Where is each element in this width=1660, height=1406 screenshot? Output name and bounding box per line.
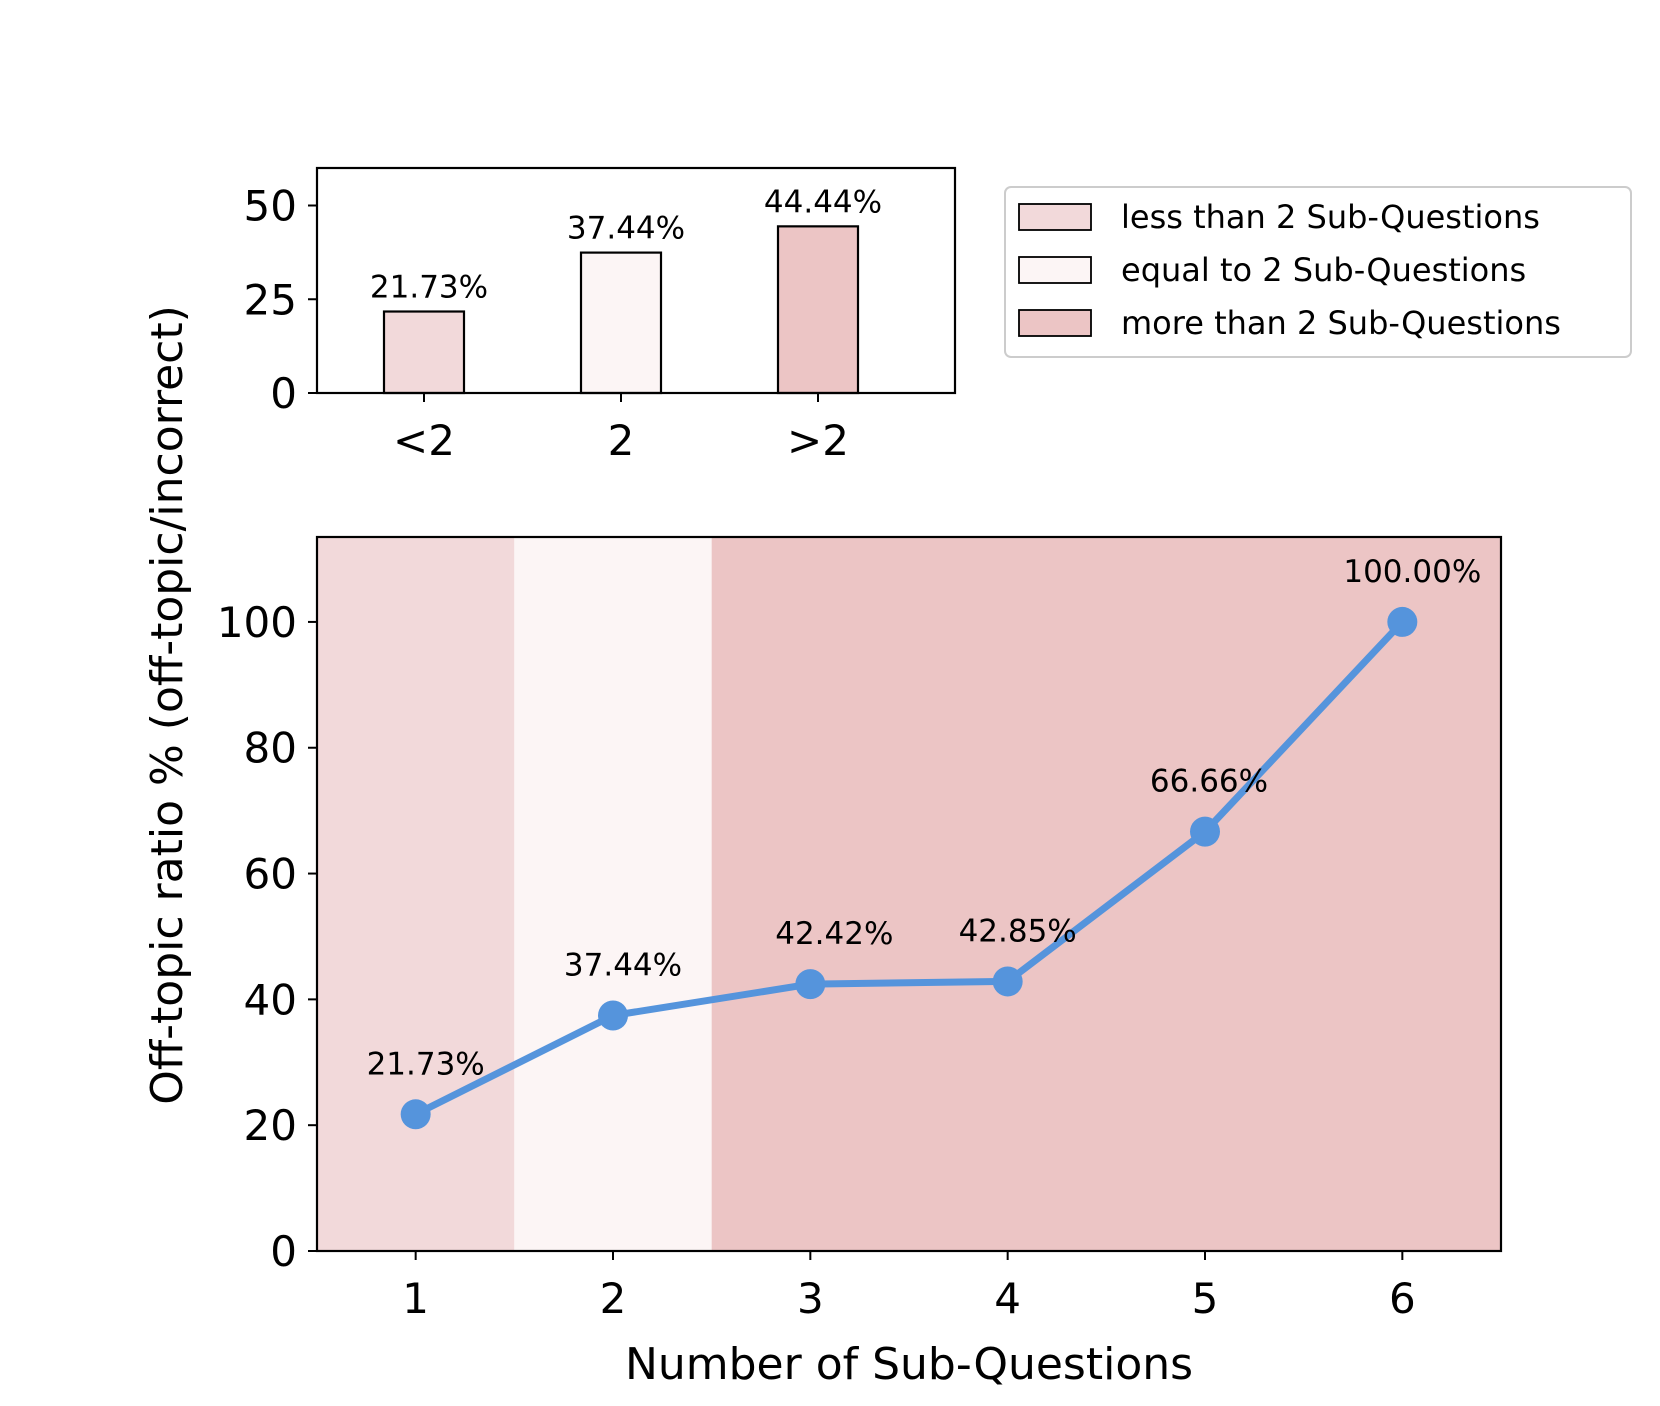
line-x-tick-label: 5 [1192,1274,1219,1323]
line-plot-frame [315,535,1503,1253]
legend-label-equal: equal to 2 Sub-Questions [1121,251,1526,289]
line-x-axis: 1 2 3 4 5 6 [402,1274,1415,1323]
bar-value-label-equal: 37.44% [567,211,685,247]
line-y-tick-label: 80 [244,724,297,773]
bar-x-tick-label: 2 [608,416,635,465]
bar-y-tick-label: 50 [244,182,297,231]
bar-y-axis: 0 25 50 [244,182,297,419]
line-x-tick-label: 4 [994,1274,1021,1323]
line-point [1190,816,1220,847]
legend: less than 2 Sub-Questions equal to 2 Sub… [1004,186,1632,358]
line-x-tick-label: 2 [600,1274,627,1323]
point-value-label: 21.73% [367,1046,485,1082]
line-y-tick-label: 0 [270,1227,297,1276]
bar-x-tick-label: <2 [393,416,455,465]
bar-more [776,225,860,395]
legend-swatch-equal [1018,256,1092,284]
background-regions [317,537,1501,1251]
line-point [400,1099,431,1130]
legend-swatch-more [1018,309,1092,337]
bar-equal [579,251,663,395]
legend-swatch-less [1018,203,1092,231]
line-x-tick-label: 1 [402,1274,429,1323]
bar-plot-frame [315,166,957,395]
line-x-tick-label: 6 [1389,1274,1416,1323]
line-y-tick-label: 100 [217,598,297,647]
bar-x-tick-label: >2 [787,416,849,465]
line-points [308,606,1418,1260]
point-value-label: 37.44% [564,947,682,983]
bar-value-label-more: 44.44% [764,184,882,220]
line-y-tick-label: 40 [244,975,297,1024]
region-less [317,537,515,1251]
line-point [1387,606,1418,637]
line-y-tick-label: 20 [244,1101,297,1150]
point-value-label: 100.00% [1343,554,1481,590]
line-point [795,969,826,1000]
line-point [598,1000,628,1031]
x-axis-title: Number of Sub-Questions [625,1339,1193,1390]
point-value-label: 42.42% [775,916,893,952]
point-value-label: 66.66% [1150,764,1268,800]
point-value-label: 42.85% [959,913,1077,949]
bar-less [382,310,466,395]
bar-value-labels: 21.73% 37.44% 44.44% [370,184,882,305]
legend-label-more: more than 2 Sub-Questions [1121,304,1561,342]
line-point [992,966,1023,997]
legend-frame [1004,186,1632,358]
bar-y-tick-label: 0 [270,369,297,418]
line-series [412,618,1406,1118]
bar-x-axis: <2 2 >2 [393,416,849,465]
line-x-tick-label: 3 [797,1274,824,1323]
line-y-axis: 0 20 40 60 80 100 [217,598,297,1276]
bar-marks [308,204,860,402]
bar-y-tick-label: 25 [244,275,297,324]
legend-label-less: less than 2 Sub-Questions [1121,198,1540,236]
line-chart: 21.73% 37.44% 42.42% 42.85% 66.66% 100.0… [217,535,1503,1390]
region-equal [514,537,712,1251]
line-y-tick-label: 60 [244,850,297,899]
line-value-labels: 21.73% 37.44% 42.42% 42.85% 66.66% 100.0… [367,554,1482,1082]
bar-chart: 21.73% 37.44% 44.44% 0 25 50 <2 2 >2 [244,166,957,465]
y-axis-title: Off-topic ratio % (off-topic/incorrect) [142,305,193,1105]
bar-value-label-less: 21.73% [370,270,488,306]
